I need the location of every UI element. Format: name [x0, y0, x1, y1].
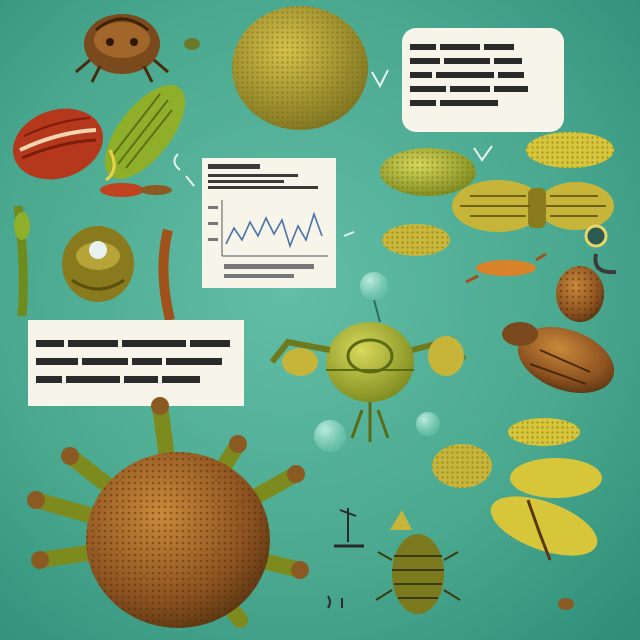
cone-shape [390, 510, 412, 530]
olive-cell [232, 6, 368, 130]
bubble-2 [314, 420, 346, 452]
bubble-3 [416, 412, 440, 436]
red-pod [13, 108, 103, 180]
chart-line [225, 211, 323, 249]
orange-bug [465, 252, 547, 284]
sparkle-mark [371, 69, 389, 89]
brown-beetle [502, 322, 615, 393]
chart-card [202, 158, 336, 288]
striped-insect [375, 534, 461, 614]
brown-stalk [158, 228, 175, 322]
note-card-left [28, 320, 244, 406]
spiky-cell [27, 397, 309, 628]
brown-nut [556, 266, 604, 322]
bubble-1 [360, 272, 388, 300]
green-organism [269, 322, 467, 442]
flat-seed [100, 183, 144, 197]
green-leaf [104, 85, 186, 182]
green-stalk-left [13, 205, 30, 317]
winged-insect [452, 180, 614, 232]
scale-tool [334, 508, 364, 548]
seed-small [184, 38, 200, 50]
seed-bottom [558, 598, 574, 610]
beetle-specimen [75, 14, 169, 83]
gold-wings-lower [490, 458, 602, 561]
ring-hook [584, 224, 617, 275]
seed-capsule [62, 226, 134, 302]
note-card-top [402, 28, 564, 132]
